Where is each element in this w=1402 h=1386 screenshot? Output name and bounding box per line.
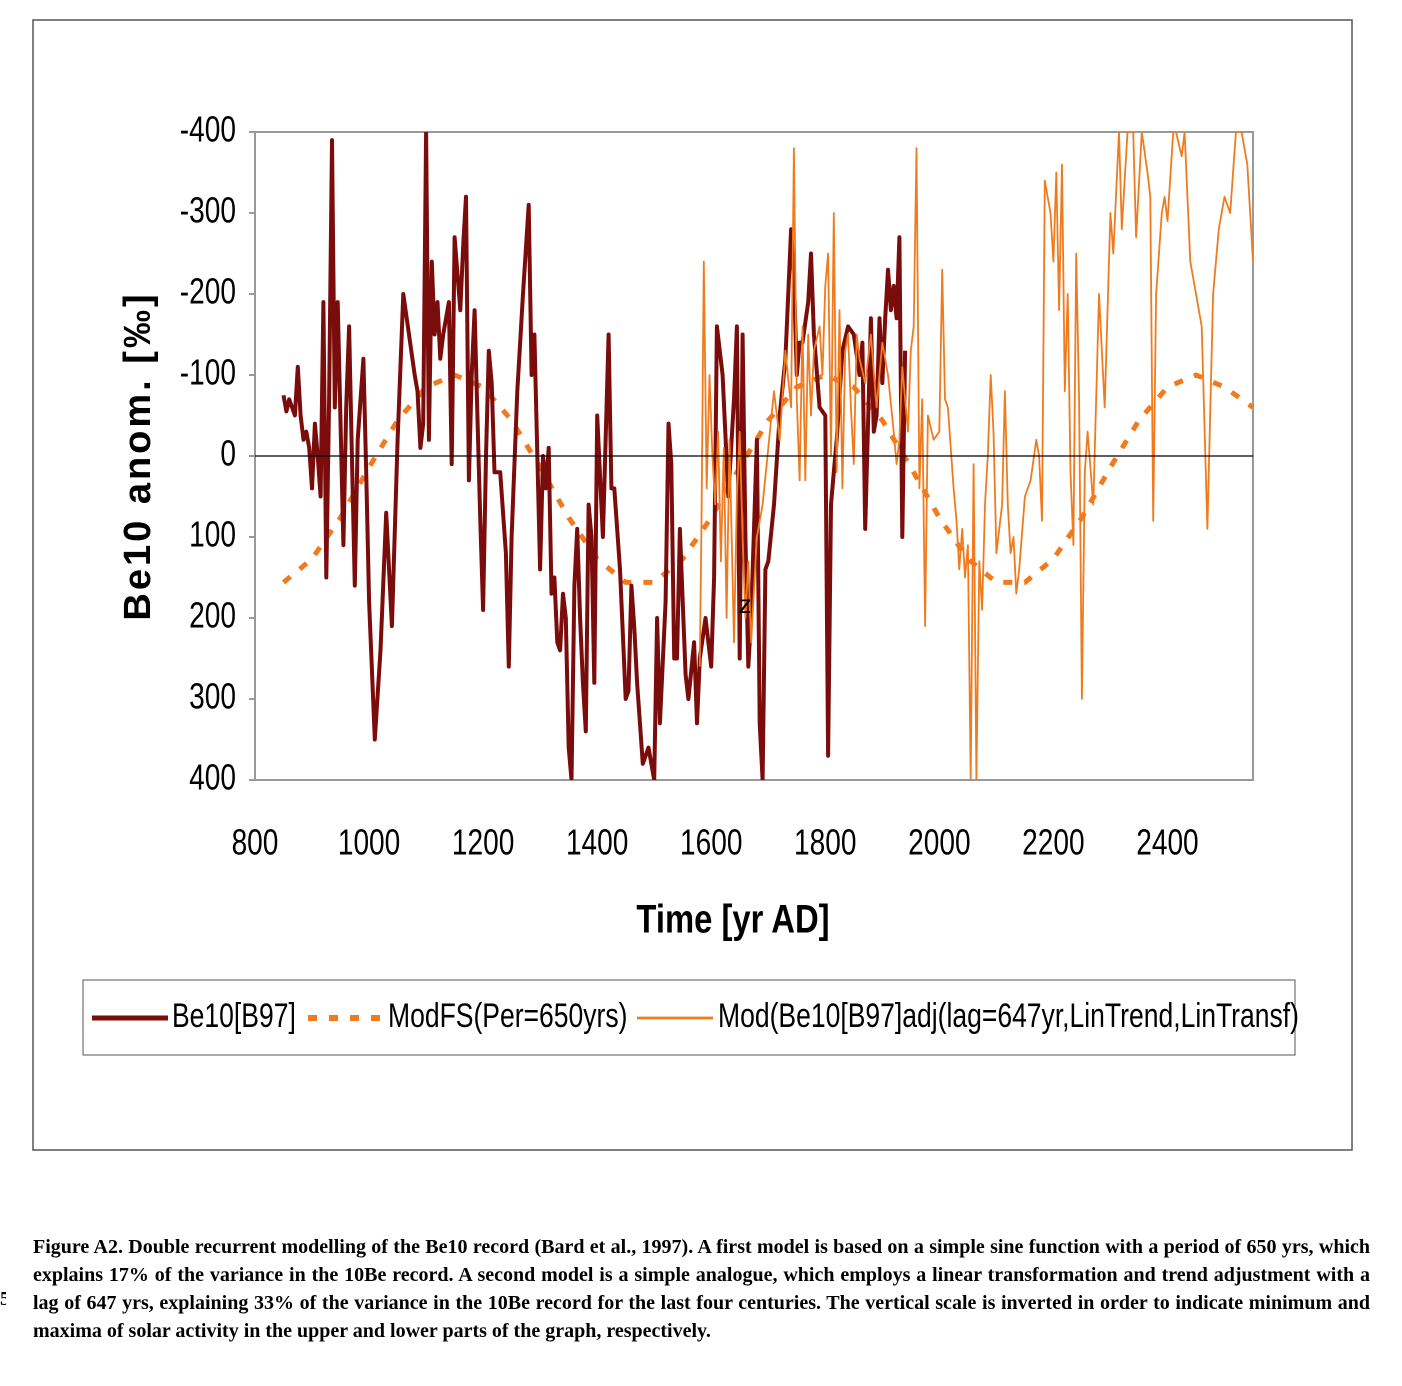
y-tick-label: -400 (180, 109, 236, 149)
x-tick-label: 2400 (1136, 822, 1198, 862)
legend-label: Be10[B97] (172, 997, 296, 1035)
chart: Be10 anom. [‰] Time [yr AD] -400 -300 -200… (32, 19, 1353, 1151)
x-tick-label: 2200 (1022, 822, 1084, 862)
plot (281, 132, 1253, 780)
series-line (281, 372, 1253, 585)
x-tick-label: 1200 (452, 822, 514, 862)
annotation: z (739, 589, 752, 619)
y-tick-label: 300 (189, 676, 236, 716)
caption: Figure A2. Double recurrent modelling of… (33, 1236, 1370, 1342)
x-tick-label: 1000 (338, 822, 400, 862)
y-axis-label: Be10 anom. [‰] (117, 291, 159, 620)
x-tick-label: 1400 (566, 822, 628, 862)
y-tick-label: 100 (189, 514, 236, 554)
y-tick-label: 400 (189, 757, 236, 797)
y-tick-label: 0 (220, 433, 236, 473)
legend-label: ModFS(Per=650yrs) (388, 997, 627, 1035)
x-tick-label: 1800 (794, 822, 856, 862)
x-tick-label: 2000 (908, 822, 970, 862)
y-tick-label: 200 (189, 595, 236, 635)
x-axis-label: Time [yr AD] (636, 896, 829, 941)
y-tick-label: -100 (180, 352, 236, 392)
series-line (281, 132, 908, 780)
x-tick-label: 800 (232, 822, 279, 862)
series-line (698, 132, 1253, 780)
legend-label: Mod(Be10[B97]adj(lag=647yr,LinTrend,LinT… (718, 997, 1299, 1035)
y-tick-label: -200 (180, 271, 236, 311)
y-tick-label: -300 (180, 190, 236, 230)
x-tick-label: 1600 (680, 822, 742, 862)
chart-frame (32, 19, 1353, 1151)
line-number: 5 (0, 1288, 6, 1310)
